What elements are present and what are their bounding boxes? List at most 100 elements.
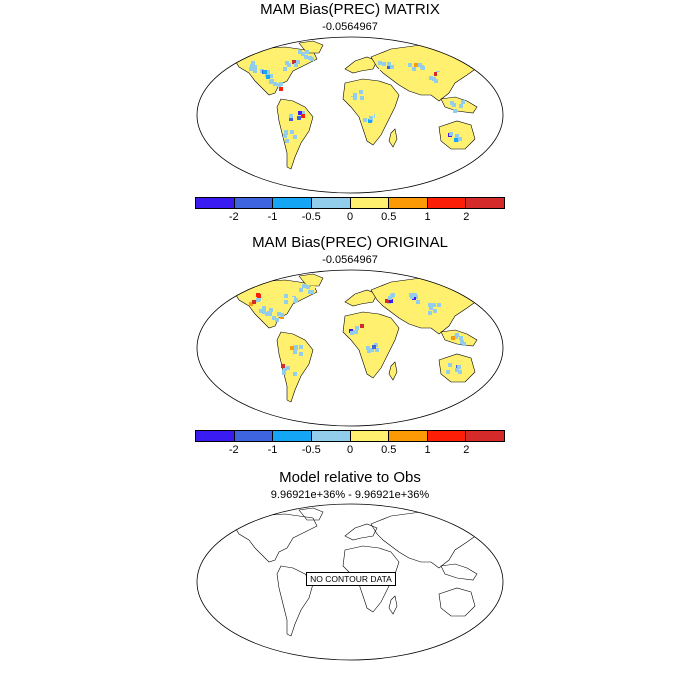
grid-cell [299, 352, 303, 356]
grid-cell [289, 117, 293, 121]
land-outline [276, 98, 314, 170]
grid-cell [382, 62, 386, 66]
grid-cell [349, 92, 353, 96]
land-outline [440, 563, 478, 581]
grid-cell [363, 118, 367, 122]
grid-cell [388, 296, 392, 300]
grid-cell [432, 303, 436, 307]
grid-cell [277, 312, 281, 316]
grid-cell [437, 72, 441, 76]
colorbar-swatch [311, 198, 351, 208]
grid-cell [378, 61, 382, 65]
grid-cell [375, 348, 379, 352]
grid-cell [281, 364, 285, 368]
colorbar-tick-label: -2 [228, 444, 239, 456]
grid-cell [298, 50, 302, 54]
grid-cell [299, 345, 303, 349]
grid-cell [457, 365, 461, 369]
colorbar-swatch [350, 198, 390, 208]
grid-cell [354, 330, 358, 334]
grid-cell [304, 55, 308, 59]
grid-cell [449, 132, 453, 136]
colorbar-swatch [273, 198, 312, 208]
grid-cell [283, 67, 287, 71]
land-outline [370, 511, 482, 569]
land-outline [344, 56, 378, 74]
grid-cell [453, 109, 457, 113]
grid-cell [296, 60, 300, 64]
grid-cell [290, 297, 294, 301]
grid-cell [367, 349, 371, 353]
grid-cell [283, 367, 287, 371]
grid-cell [272, 316, 276, 320]
map-boundary [196, 503, 504, 661]
grid-cell [429, 306, 433, 310]
colorbar-tick-label: -1 [267, 444, 278, 456]
grid-cell [372, 345, 376, 349]
grid-cell [277, 83, 281, 87]
colorbar-tick-label: 0 [346, 211, 354, 223]
map-boundary [196, 269, 504, 427]
grid-cell [448, 363, 452, 367]
colorbar-swatch [466, 431, 504, 441]
grid-cell [302, 284, 306, 288]
grid-cell [432, 77, 436, 81]
colorbar-swatch [350, 431, 390, 441]
grid-cell [293, 135, 297, 139]
grid-cell [273, 82, 277, 86]
grid-cell [353, 96, 357, 100]
colorbar-original [195, 430, 505, 442]
map-matrix [196, 36, 504, 194]
grid-cell [266, 70, 270, 74]
grid-cell [428, 303, 432, 307]
colorbar-tick-label: -1 [267, 211, 278, 223]
grid-cell [257, 294, 261, 298]
land-outline [438, 587, 476, 617]
grid-cell [251, 61, 255, 65]
colorbar-tick-label: -0.5 [301, 444, 321, 456]
colorbar-tick-label: -2 [228, 211, 239, 223]
grid-cell [280, 313, 284, 317]
colorbar-tick-label: 1 [424, 211, 431, 223]
grid-cell [387, 65, 391, 69]
grid-cell [421, 66, 425, 70]
colorbar-swatch [466, 198, 504, 208]
grid-cell [390, 65, 394, 69]
grid-cell [350, 331, 354, 335]
grid-cell [458, 370, 462, 374]
grid-cell [285, 139, 289, 143]
grid-cell [368, 119, 372, 123]
grid-cell [297, 116, 301, 120]
grid-cell [284, 130, 288, 134]
grid-cell [379, 66, 383, 70]
grid-cell [301, 111, 305, 115]
grid-cell [290, 346, 294, 350]
colorbar-swatch [427, 198, 467, 208]
colorbar-swatch [389, 431, 428, 441]
grid-cell [284, 300, 288, 304]
colorbar-tick-label: 0.5 [381, 211, 397, 223]
grid-cell [262, 310, 266, 314]
grid-cell [301, 114, 305, 118]
colorbar-ticks-original: -2 -1 -0.5 0 0.5 1 2 [195, 444, 505, 458]
grid-cell [287, 63, 291, 67]
grid-cell [283, 134, 287, 138]
grid-cell [290, 130, 294, 134]
grid-cell [459, 336, 463, 340]
land-outline [276, 331, 314, 403]
grid-cell [413, 293, 417, 297]
colorbar-ticks-matrix: -2 -1 -0.5 0 0.5 1 2 [195, 211, 505, 225]
grid-cell [293, 350, 297, 354]
grid-cell [262, 306, 266, 310]
land-outline [298, 507, 324, 521]
colorbar-swatch [196, 198, 235, 208]
grid-cell [299, 288, 303, 292]
colorbar-tick-label: 2 [463, 444, 470, 456]
grid-cell [461, 100, 465, 104]
grid-cell [286, 366, 290, 370]
grid-cell [306, 285, 310, 289]
grid-cell [265, 312, 269, 316]
map-original [196, 269, 504, 427]
land-outline [388, 128, 398, 148]
grid-cell [408, 63, 412, 67]
